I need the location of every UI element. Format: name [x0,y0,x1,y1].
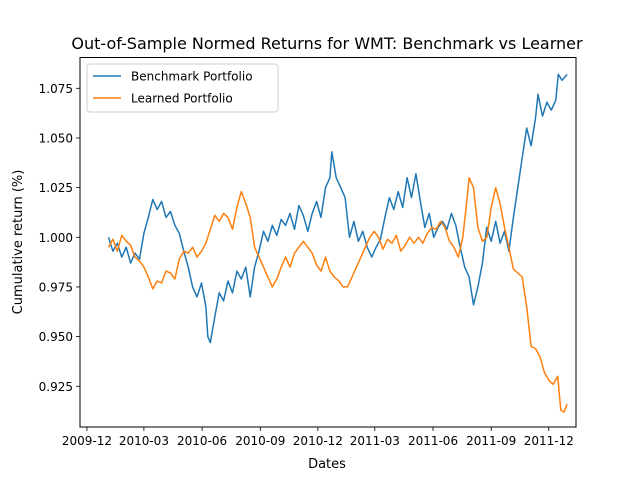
y-tick-label: 1.000 [39,231,73,245]
x-axis-label: Dates [308,457,346,472]
series-line-0 [107,73,568,344]
x-tick-label: 2010-03 [119,434,169,448]
x-tick-label: 2011-12 [524,434,574,448]
legend-box [86,63,279,113]
x-axis: 2009-12 2010-03 2010-06 2010-09 2010-12 2011-… [62,427,574,448]
x-tick-label: 2009-12 [62,434,112,448]
legend-label: Benchmark Portfolio [131,70,253,84]
x-tick-label: 2011-06 [408,434,458,448]
x-tick-label: 2010-12 [293,434,343,448]
chart-title: Out-of-Sample Normed Returns for WMT: Be… [71,34,583,53]
series-layer [107,73,568,413]
x-tick-label: 2011-09 [466,434,516,448]
y-tick-label: 0.925 [39,380,73,394]
y-tick-label: 1.025 [39,181,73,195]
y-tick-label: 1.050 [39,131,73,145]
y-tick-label: 0.975 [39,280,73,294]
y-tick-label: 1.075 [39,82,73,96]
y-axis-label: Cumulative return (%) [11,170,26,315]
x-tick-label: 2011-03 [350,434,400,448]
y-tick-label: 0.950 [39,330,73,344]
legend-label: Learned Portfolio [131,92,233,106]
legend: Benchmark Portfolio Learned Portfolio [86,63,279,113]
plot-frame [79,57,577,428]
series-line-1 [107,176,568,413]
x-tick-label: 2010-06 [177,434,227,448]
x-tick-label: 2010-09 [235,434,285,448]
y-axis: 0.925 0.950 0.975 1.000 1.025 1.050 1.075 [39,82,80,394]
